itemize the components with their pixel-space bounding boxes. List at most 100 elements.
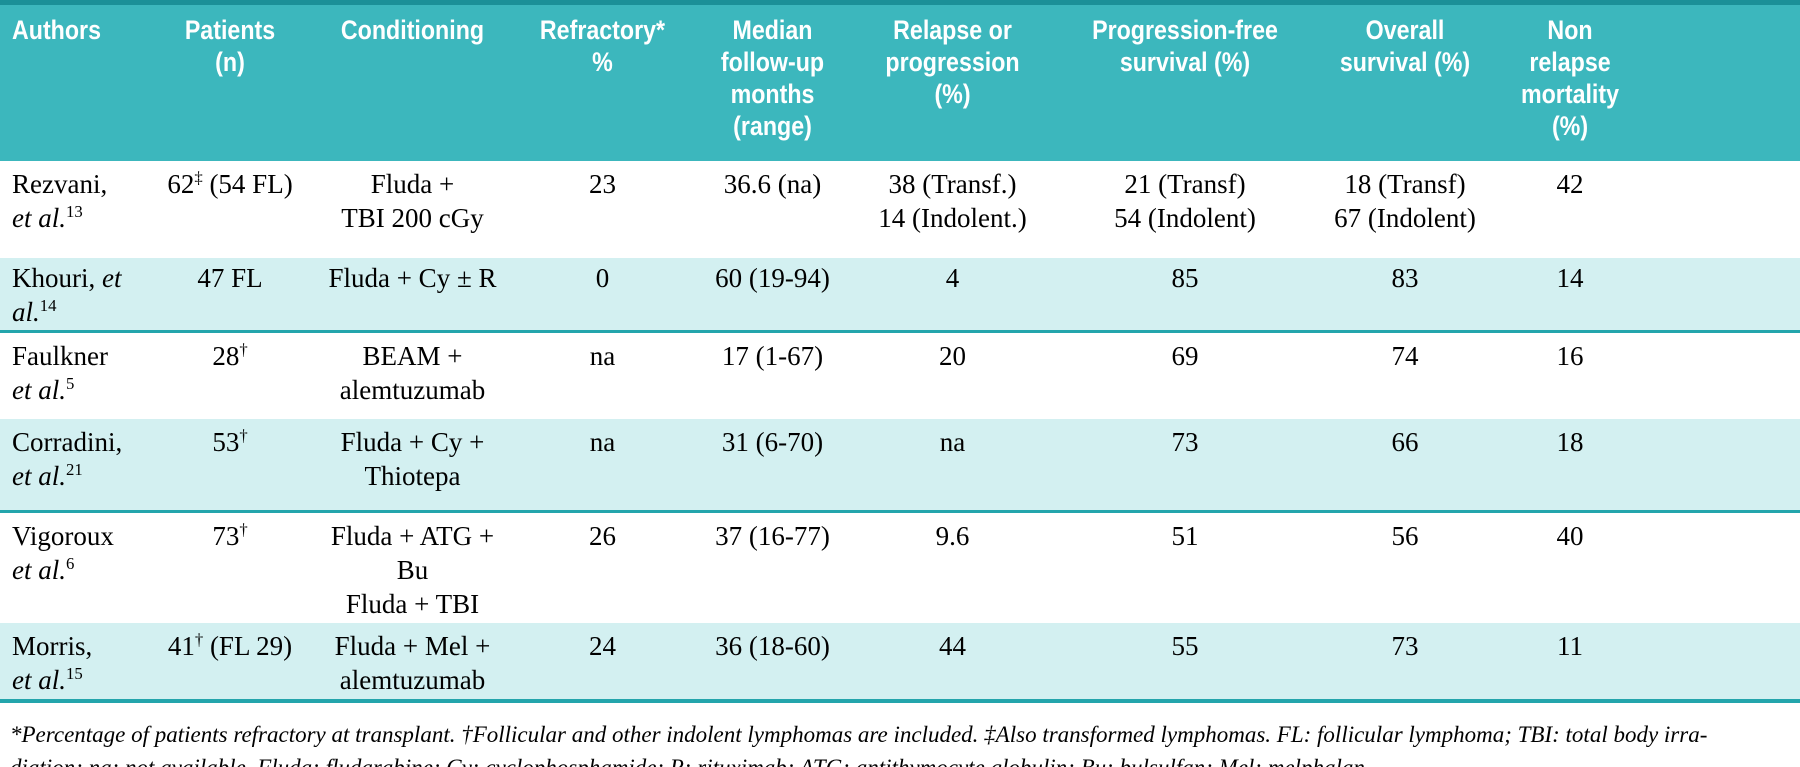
- col-header-refractory: Refractory* %: [539, 15, 666, 77]
- refractory-cell: na: [589, 340, 616, 371]
- col-header-nrm: Non relapse mortality (%): [1520, 15, 1620, 141]
- author-et-al: et al.: [12, 554, 66, 585]
- os-cell: 66: [1320, 419, 1490, 513]
- author-et-al: et al.: [12, 665, 66, 695]
- os-cell: 73: [1320, 623, 1490, 703]
- author-et-al: et al.: [12, 461, 66, 491]
- relapse-cell: 9.6: [935, 520, 970, 551]
- author-name: Rezvani,: [12, 168, 108, 199]
- col-header-pfs: Progression-free survival (%): [1092, 15, 1278, 77]
- followup-cell: 37 (16-77): [715, 520, 830, 551]
- col-header-os: Overall survival (%): [1339, 15, 1471, 77]
- pfs-cell: 55: [1050, 623, 1320, 703]
- author-ref: 6: [66, 553, 75, 573]
- patients-dagger: †: [194, 630, 204, 649]
- table-row: Corradini, et al.21 53† Fluda + Cy + Thi…: [0, 419, 1800, 513]
- author-ref: 14: [39, 295, 57, 315]
- author-et-al: et al.: [12, 262, 122, 327]
- relapse-cell: 44: [855, 623, 1050, 703]
- conditioning-cell: Fluda + Mel + alemtuzumab: [310, 623, 515, 703]
- footnote-line: *Percentage of patients refractory at tr…: [10, 722, 1708, 747]
- authors-cell: Morris, et al.15: [0, 623, 150, 703]
- author-ref: 15: [66, 664, 83, 683]
- col-header-conditioning: Conditioning: [340, 15, 485, 45]
- os-cell: 56: [1391, 520, 1419, 551]
- patients-cell: 28†: [150, 331, 310, 419]
- spacer-cell: [1650, 623, 1800, 703]
- pfs-cell: 85: [1050, 257, 1320, 333]
- author-name: Faulkner: [12, 340, 108, 371]
- table-row: Faulkner et al.5 28† BEAM + alemtuzumab …: [0, 331, 1800, 419]
- col-header-authors: Authors: [12, 15, 102, 45]
- nrm-cell: 11: [1490, 623, 1650, 703]
- pfs-cell: 21 (Transf) 54 (Indolent): [1114, 168, 1256, 233]
- patients-dagger: †: [239, 426, 248, 445]
- author-name: Morris,: [12, 631, 93, 661]
- refractory-cell: 0: [515, 257, 690, 333]
- relapse-cell: 20: [939, 340, 966, 371]
- followup-cell: 60 (19-94): [690, 257, 855, 333]
- authors-cell: Corradini, et al.21: [0, 419, 150, 513]
- footnote: *Percentage of patients refractory at tr…: [10, 718, 1800, 767]
- spacer-cell: [1650, 331, 1800, 419]
- refractory-cell: na: [515, 419, 690, 513]
- patients-count: 41: [167, 631, 195, 661]
- patients-count: 73: [212, 520, 240, 551]
- followup-cell: 36 (18-60): [690, 623, 855, 703]
- author-ref: 5: [66, 373, 75, 393]
- spacer-cell: [1650, 419, 1800, 513]
- author-et-al: et al.: [12, 374, 66, 405]
- patients-cell: 73†: [150, 511, 310, 623]
- spacer-cell: [1650, 257, 1800, 333]
- table-row: Vigoroux et al.6 73† Fluda + ATG + Bu Fl…: [0, 511, 1800, 623]
- author-name: Corradini,: [12, 427, 123, 457]
- relapse-cell: 4: [855, 257, 1050, 333]
- os-cell: 18 (Transf) 67 (Indolent): [1334, 168, 1476, 233]
- patients-count: 53: [212, 427, 240, 457]
- author-ref: 21: [66, 460, 83, 479]
- pfs-cell: 69: [1171, 340, 1199, 371]
- conditioning-cell: Fluda + ATG + Bu Fluda + TBI: [330, 520, 495, 619]
- pfs-cell: 51: [1171, 520, 1199, 551]
- os-cell: 74: [1391, 340, 1419, 371]
- table-header: Authors Patients (n) Conditioning Refrac…: [0, 2, 1800, 161]
- followup-cell: 31 (6-70): [690, 419, 855, 513]
- authors-cell: Khouri, et al.14: [0, 257, 150, 333]
- followup-cell: 36.6 (na): [723, 168, 822, 199]
- refractory-cell: 26: [589, 520, 616, 551]
- col-header-patients: Patients (n): [184, 15, 276, 77]
- table-row: Khouri, et al.14 47 FL Fluda + Cy ± R 0 …: [0, 257, 1800, 333]
- authors-cell: Faulkner et al.5: [0, 331, 150, 419]
- patients-dagger: †: [239, 339, 248, 359]
- patients-cell: 47 FL: [150, 257, 310, 333]
- patients-count: 47 FL: [197, 262, 263, 293]
- spacer-column: [1650, 3, 1800, 161]
- author-ref: 13: [66, 201, 83, 221]
- patients-note: (54 FL): [202, 168, 293, 199]
- nrm-cell: 42: [1556, 168, 1584, 199]
- conditioning-cell: Fluda + TBI 200 cGy: [341, 168, 484, 233]
- patients-cell: 62‡ (54 FL): [150, 161, 310, 258]
- refractory-cell: 23: [589, 168, 616, 199]
- spacer-cell: [1650, 161, 1800, 258]
- table-body: Rezvani, et al.13 62‡ (54 FL) Fluda + TB…: [0, 161, 1800, 703]
- relapse-cell: na: [855, 419, 1050, 513]
- table-row: Rezvani, et al.13 62‡ (54 FL) Fluda + TB…: [0, 161, 1800, 258]
- header-row: Authors Patients (n) Conditioning Refrac…: [0, 2, 1800, 161]
- relapse-cell: 38 (Transf.) 14 (Indolent.): [878, 168, 1027, 233]
- study-table: Authors Patients (n) Conditioning Refrac…: [0, 0, 1800, 703]
- table-row: Morris, et al.15 41† (FL 29) Fluda + Mel…: [0, 623, 1800, 703]
- os-cell: 83: [1320, 257, 1490, 333]
- conditioning-cell: BEAM + alemtuzumab: [339, 340, 486, 405]
- authors-cell: Rezvani, et al.13: [0, 161, 150, 258]
- patients-cell: 41† (FL 29): [150, 623, 310, 703]
- author-name: Khouri,: [12, 262, 102, 293]
- patients-dagger: ‡: [194, 167, 203, 187]
- patients-count: 62: [167, 168, 195, 199]
- author-name: Vigoroux: [12, 520, 114, 551]
- col-header-followup: Median follow-up months (range): [720, 15, 825, 141]
- authors-cell: Vigoroux et al.6: [0, 511, 150, 623]
- pfs-cell: 73: [1050, 419, 1320, 513]
- patients-count: 28: [212, 340, 240, 371]
